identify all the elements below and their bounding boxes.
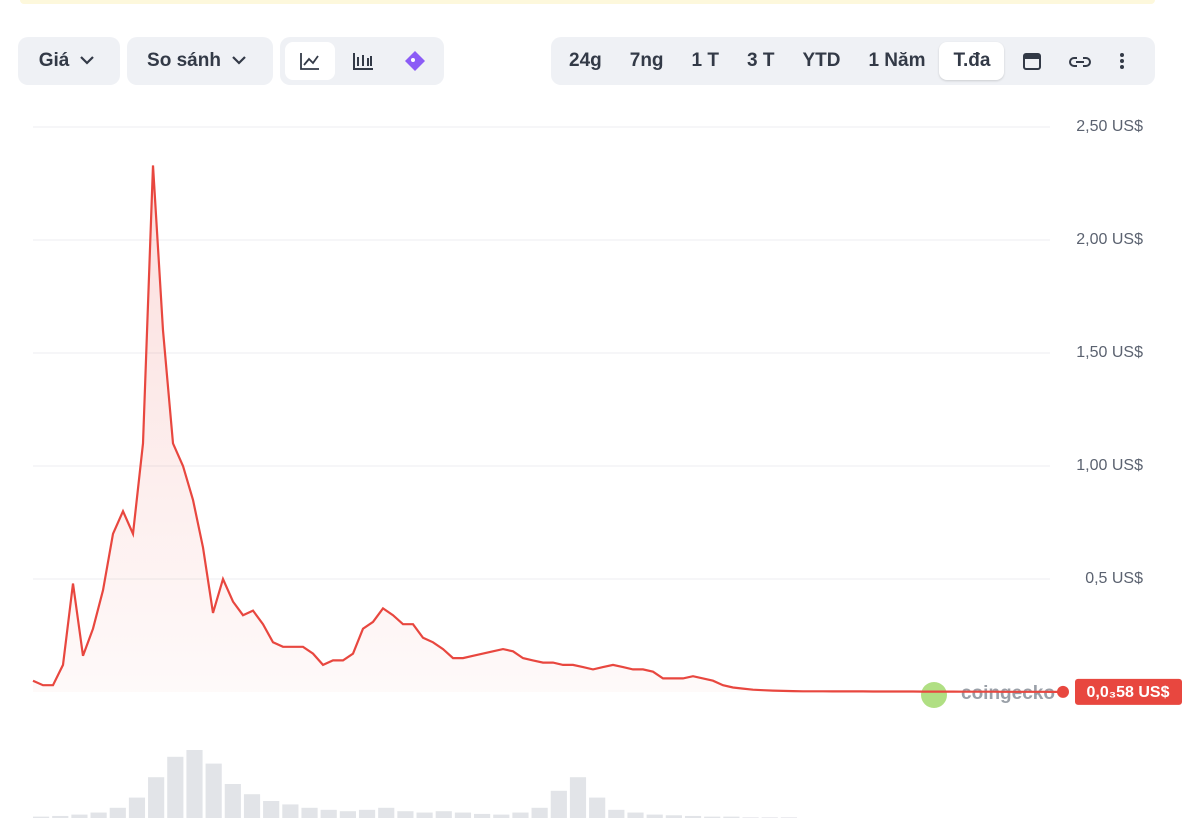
y-tick-label: 2,00 US$	[1076, 231, 1143, 248]
range-button[interactable]: 1 T	[691, 50, 719, 71]
current-dot	[1057, 685, 1069, 698]
volume-bar	[512, 812, 529, 818]
chevron	[232, 56, 246, 65]
volume-bar	[474, 813, 491, 818]
price-menu[interactable]: Giá	[18, 37, 120, 85]
y-tick-label: 1,00 US$	[1076, 457, 1143, 474]
range-button[interactable]: 1 Năm	[868, 50, 926, 71]
more-button[interactable]	[1107, 51, 1137, 71]
range-button[interactable]: 24g	[569, 50, 602, 71]
volume-bar	[627, 812, 644, 818]
y-tick-label: 1,50 US$	[1076, 344, 1143, 361]
volume-bar	[71, 814, 88, 818]
volume-bar	[608, 809, 625, 818]
volume-bar	[358, 809, 376, 818]
volume-bar	[167, 756, 184, 818]
range-button[interactable]: YTD	[802, 50, 841, 71]
volume-bar	[493, 814, 510, 818]
tv-icon	[405, 51, 425, 71]
range-button[interactable]: 7ng	[629, 50, 664, 71]
candle-chart-button[interactable]	[335, 51, 390, 71]
link-icon	[1068, 57, 1091, 67]
volume-bar	[761, 817, 778, 818]
y-tick-label: 0,5 US$	[1085, 570, 1143, 587]
volume-bar	[33, 816, 50, 818]
banner-edge	[20, 0, 1155, 4]
menu-label: Giá	[38, 50, 70, 71]
volume-bar	[665, 815, 682, 818]
volume-bar	[52, 815, 69, 818]
volume-bar	[646, 814, 663, 818]
volume-bar	[780, 817, 797, 818]
volume-bar	[569, 777, 587, 818]
volume-bar	[416, 812, 433, 818]
range-button[interactable]: 3 T	[746, 50, 775, 71]
more-icon	[1120, 53, 1125, 69]
range-group: 24g 7ng 1 T 3 T YTD 1 Năm T.đa	[551, 37, 1155, 85]
volume-bar	[339, 811, 356, 818]
link-button[interactable]	[1052, 51, 1107, 71]
area	[33, 165, 1063, 692]
volume-bar	[90, 812, 107, 818]
volume-bar	[109, 807, 126, 818]
tradingview-button[interactable]	[390, 49, 440, 73]
volume-bar	[684, 815, 702, 818]
volume-bar	[263, 801, 280, 818]
volume-bar	[589, 797, 606, 818]
chevron	[80, 56, 95, 65]
volume-bar	[378, 807, 395, 818]
volume-bar	[742, 817, 759, 818]
menu-label: So sánh	[147, 50, 221, 71]
watermark: coingecko	[961, 683, 1055, 704]
volume-bar	[435, 811, 452, 818]
current-label-bg	[1075, 678, 1182, 705]
watermark-logo	[921, 682, 947, 708]
volume-bar	[320, 809, 337, 818]
volume-bar	[205, 763, 222, 818]
volume-bar	[224, 784, 241, 818]
volume-bar	[243, 794, 261, 818]
volume-bar	[301, 807, 318, 818]
line-chart-button[interactable]	[285, 42, 335, 80]
candle-icon	[352, 53, 373, 70]
current-value-label: 0,0₃58 US$	[1086, 684, 1169, 701]
line-icon	[300, 53, 319, 70]
y-tick-label: 2,50 US$	[1076, 118, 1143, 135]
volume-bar	[282, 804, 299, 818]
compare-menu[interactable]: So sánh	[127, 37, 273, 85]
volume-bar	[550, 790, 567, 818]
volume-bar	[397, 811, 414, 818]
chart-type-group	[280, 37, 444, 85]
volume-bar	[186, 750, 203, 818]
volume-bar	[454, 812, 472, 818]
volume-bar	[128, 797, 146, 818]
volume-bar	[704, 816, 721, 818]
calendar-icon	[1023, 53, 1042, 70]
volume-bar	[148, 777, 165, 818]
calendar-button[interactable]	[1012, 51, 1052, 71]
volume-bar	[531, 807, 548, 818]
price-line	[32, 165, 1063, 693]
range-button[interactable]: T.đa	[939, 42, 1005, 80]
volume-bar	[723, 816, 740, 818]
